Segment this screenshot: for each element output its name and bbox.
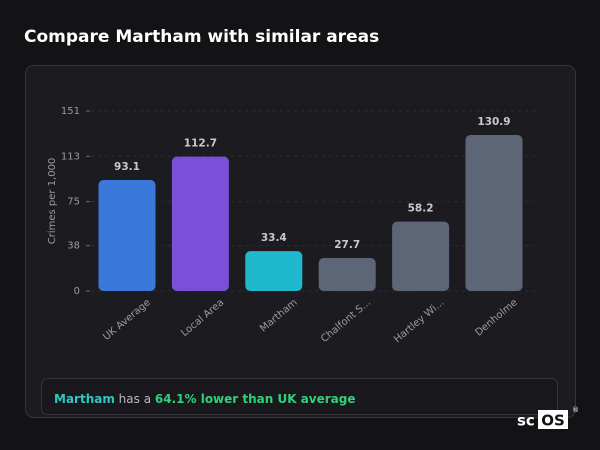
logo-box	[538, 410, 568, 429]
value-label: 58.2	[408, 203, 434, 215]
y-tick-label: 0	[74, 286, 80, 297]
y-axis-label: Crimes per 1,000	[47, 158, 58, 245]
bar	[245, 251, 303, 291]
note-text: has a	[119, 392, 151, 406]
bar	[392, 221, 450, 291]
value-label: 112.7	[184, 138, 217, 150]
bar	[318, 257, 376, 291]
y-tick-label: 113	[61, 151, 80, 162]
note-box	[41, 378, 558, 415]
value-label: 130.9	[477, 116, 510, 128]
bar	[465, 134, 523, 291]
y-tick-label: 151	[61, 106, 80, 117]
note: Martham has a 64.1% lower than UK averag…	[54, 392, 356, 406]
note-highlight: 64.1% lower than UK average	[155, 392, 356, 406]
bar	[98, 180, 156, 291]
value-label: 27.7	[334, 239, 360, 251]
logo-prefix: sc	[517, 412, 535, 430]
value-label: 33.4	[261, 232, 287, 244]
y-tick-label: 38	[67, 241, 80, 252]
value-label: 93.1	[114, 161, 140, 173]
logo-boxed: OS	[541, 412, 565, 430]
logo-mark: ®	[572, 406, 579, 414]
y-tick-label: 75	[67, 197, 80, 208]
card	[25, 65, 576, 418]
bar	[171, 156, 229, 291]
logo: sc OS ®	[517, 406, 579, 430]
note-area: Martham	[54, 392, 115, 406]
page-title: Compare Martham with similar areas	[24, 27, 379, 47]
